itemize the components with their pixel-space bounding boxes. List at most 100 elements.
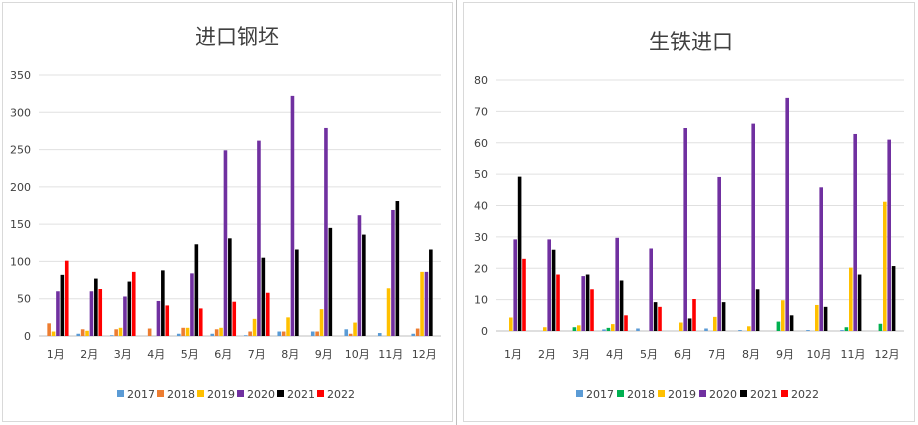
bar-2020-10 [357,215,362,336]
x-tick-label: 7月 [248,348,266,361]
bar-2018-9 [315,331,319,336]
bar-2019-1 [509,317,513,331]
x-tick-label: 4月 [606,348,624,361]
bar-2020-6 [223,150,228,336]
bar-2017-6 [210,333,215,336]
bar-2017-8 [277,331,282,336]
bar-2017-11 [840,330,844,331]
bar-2017-4 [602,329,606,331]
bar-2020-11 [391,209,395,336]
bar-2022-4 [624,315,628,331]
bar-2021-11 [395,201,400,336]
x-tick-label: 2月 [80,348,98,361]
panel-divider [456,0,457,425]
bar-2017-12 [411,333,416,336]
bar-2020-5 [190,273,194,336]
bar-2017-10 [344,329,349,336]
bar-2019-10 [815,304,819,331]
x-tick-label: 10月 [345,348,370,361]
bar-2020-4 [615,237,619,331]
bar-2020-2 [547,239,551,331]
bar-2017-3 [109,335,114,336]
bar-2021-3 [585,274,590,331]
bar-2020-1 [56,291,60,336]
bar-2020-8 [290,95,295,336]
legend-swatch [277,390,284,397]
bar-2021-10 [823,306,828,331]
bar-2021-9 [789,315,794,331]
x-tick-label: 8月 [281,348,299,361]
bar-2022-6 [232,301,237,336]
bar-2022-4 [165,305,170,336]
bar-2017-8 [738,330,742,331]
bar-2019-12 [420,271,424,336]
bar-2020-7 [717,176,721,331]
y-tick-label: 200 [10,181,31,194]
y-tick-label: 80 [474,74,488,87]
bar-2019-11 [386,288,391,336]
bar-2019-12 [883,201,887,331]
legend-swatch [317,390,324,397]
bar-2021-1 [60,274,65,336]
bar-2019-7 [713,316,717,331]
chart-title: 生铁进口 [649,30,733,54]
bar-2018-4 [606,327,611,331]
bar-2018-12 [415,328,420,336]
bar-2019-3 [577,325,581,331]
bar-2020-5 [649,248,653,331]
bar-2021-4 [619,280,624,331]
bar-2021-10 [362,234,366,336]
bar-2019-11 [849,267,853,331]
legend-item-2018: 2018 [167,388,195,401]
bar-2020-7 [257,140,261,336]
bar-2021-9 [328,227,333,336]
bar-2019-4 [611,324,615,331]
y-tick-label: 250 [10,144,31,157]
x-tick-label: 7月 [708,348,726,361]
y-tick-label: 150 [10,218,31,231]
bar-2021-6 [228,238,232,336]
x-tick-label: 9月 [315,348,333,361]
bar-2021-5 [653,302,658,331]
bar-2018-9 [776,321,781,331]
bar-2019-2 [543,327,547,331]
bar-2017-7 [243,335,248,336]
bar-2020-3 [123,296,127,336]
bar-2021-7 [261,257,266,336]
bar-2021-3 [127,281,132,336]
x-tick-label: 5月 [640,348,658,361]
bar-2020-6 [683,128,687,331]
bar-2018-2 [80,329,85,336]
bar-2020-3 [581,276,585,331]
chart-panel-pig-iron: 生铁进口 0 10 20 30 40 50 60 70 80 1月 2月 3月 4月 5月 6月 7月 8月 9月… [463,2,915,422]
bar-2022-7 [265,292,270,336]
bar-2018-4 [147,328,152,336]
bar-2021-4 [161,270,165,336]
x-tick-label: 12月 [412,348,437,361]
y-tick-label: 0 [481,325,488,338]
legend-item-2018: 2018 [627,388,655,401]
y-tick-label: 40 [474,200,488,213]
bar-2019-5 [185,327,190,336]
bar-2020-12 [424,271,429,336]
y-tick-label: 60 [474,137,488,150]
bar-2022-2 [98,289,103,336]
x-tick-label: 3月 [114,348,132,361]
x-tick-label: 11月 [841,348,866,361]
legend-item-2020: 2020 [709,388,737,401]
bar-2022-2 [556,274,560,331]
x-tick-label: 11月 [378,348,403,361]
legend-swatch [781,390,788,397]
chart-pig-iron: 生铁进口 0 10 20 30 40 50 60 70 80 1月 2月 3月 4月 5月 6月 7月 8月 9月… [474,30,904,401]
y-tick-label: 50 [17,293,31,306]
bar-2021-12 [429,249,433,336]
y-tick-label: 10 [474,294,488,307]
x-tick-label: 6月 [674,348,692,361]
bar-2021-6 [687,318,692,331]
bar-2019-10 [353,322,357,336]
bar-2022-5 [198,308,203,336]
bar-2021-1 [517,176,522,331]
bar-2021-11 [857,274,862,331]
x-tick-label: 8月 [742,348,760,361]
legend-item-2017: 2017 [127,388,155,401]
